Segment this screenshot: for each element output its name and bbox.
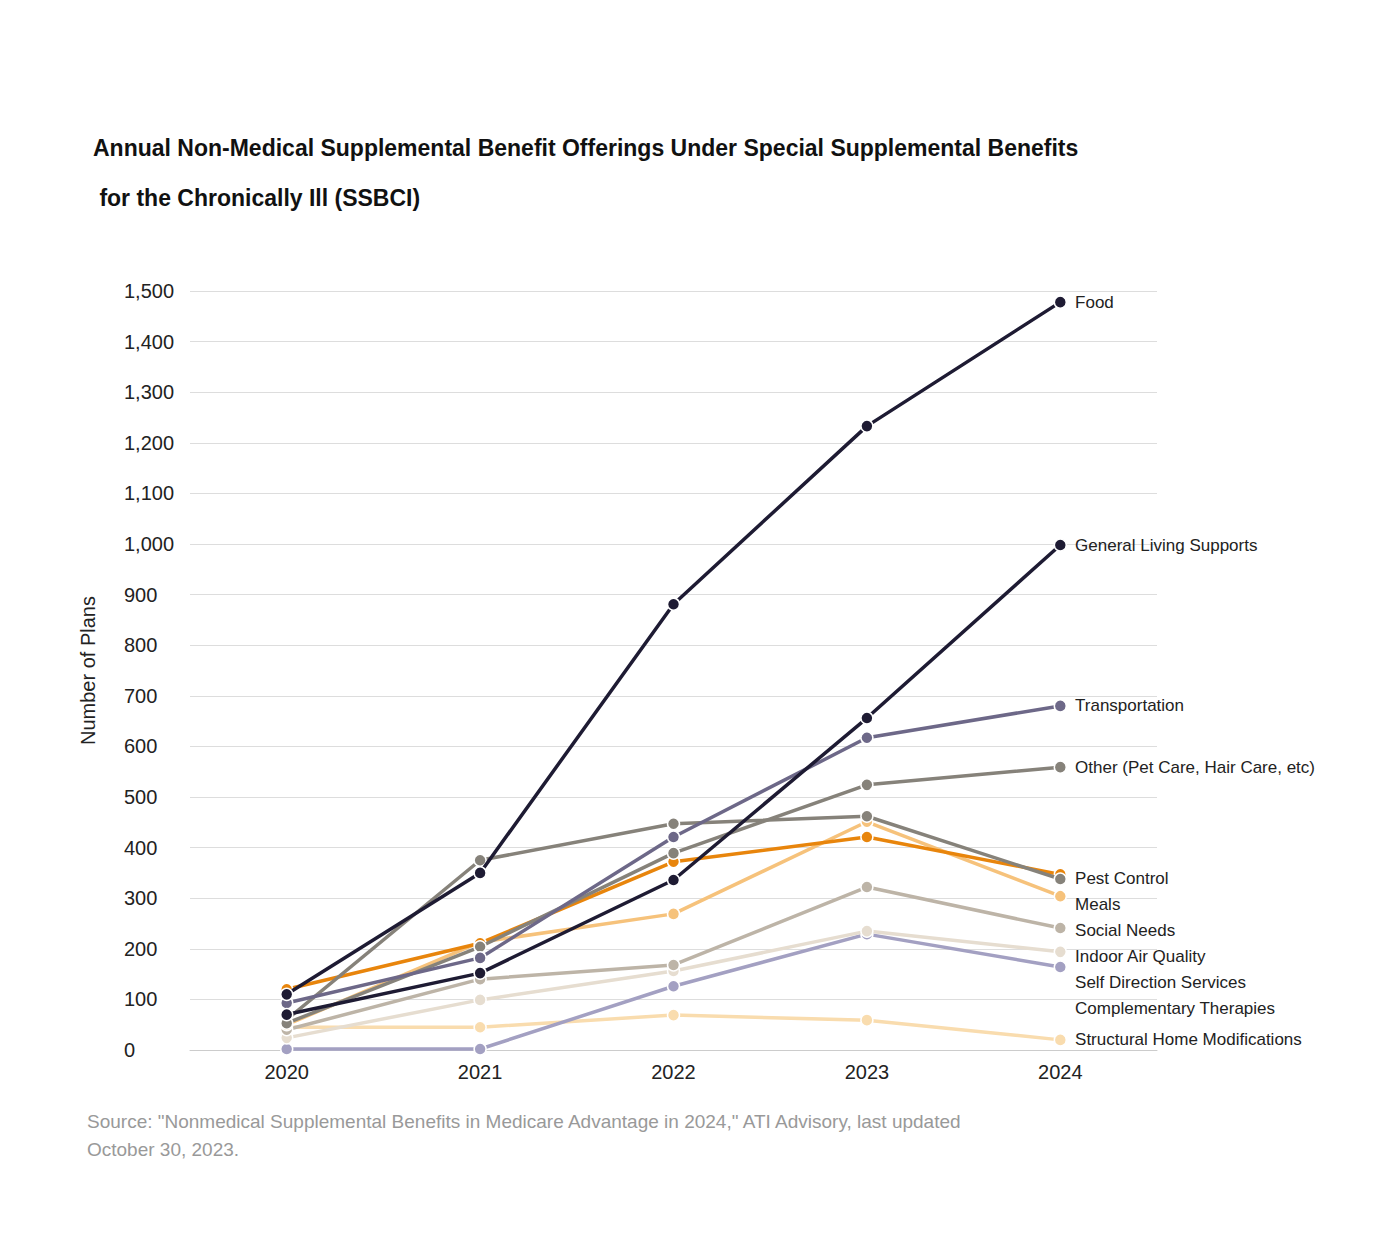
svg-text:Self Direction Services: Self Direction Services [1075, 973, 1246, 992]
svg-text:1,500: 1,500 [124, 280, 174, 302]
svg-text:1,400: 1,400 [124, 331, 174, 353]
svg-text:Food: Food [1075, 293, 1114, 312]
svg-text:2024: 2024 [1038, 1061, 1083, 1083]
svg-text:600: 600 [124, 735, 157, 757]
svg-text:2020: 2020 [264, 1061, 309, 1083]
svg-text:Number of Plans: Number of Plans [77, 596, 99, 745]
svg-text:500: 500 [124, 786, 157, 808]
svg-text:Social Needs: Social Needs [1075, 921, 1175, 940]
svg-text:1,000: 1,000 [124, 533, 174, 555]
svg-text:200: 200 [124, 938, 157, 960]
svg-text:for the Chronically Ill (SSBCI: for the Chronically Ill (SSBCI) [93, 185, 420, 211]
svg-text:900: 900 [124, 584, 157, 606]
svg-text:Meals: Meals [1075, 895, 1120, 914]
svg-text:700: 700 [124, 685, 157, 707]
svg-text:1,300: 1,300 [124, 381, 174, 403]
svg-text:Transportation: Transportation [1075, 696, 1184, 715]
svg-text:Annual Non-Medical Supplementa: Annual Non-Medical Supplemental Benefit … [93, 135, 1078, 161]
svg-text:Structural Home Modifications: Structural Home Modifications [1075, 1030, 1302, 1049]
svg-text:100: 100 [124, 988, 157, 1010]
svg-text:1,200: 1,200 [124, 432, 174, 454]
svg-text:Other (Pet Care, Hair Care, et: Other (Pet Care, Hair Care, etc) [1075, 758, 1315, 777]
svg-text:Pest Control: Pest Control [1075, 869, 1169, 888]
svg-text:800: 800 [124, 634, 157, 656]
svg-text:0: 0 [124, 1039, 135, 1061]
svg-text:Complementary Therapies: Complementary Therapies [1075, 999, 1275, 1018]
svg-text:Indoor Air Quality: Indoor Air Quality [1075, 947, 1206, 966]
svg-text:1,100: 1,100 [124, 482, 174, 504]
svg-text:400: 400 [124, 837, 157, 859]
svg-text:2021: 2021 [458, 1061, 503, 1083]
svg-text:Source: "Nonmedical Supplement: Source: "Nonmedical Supplemental Benefit… [87, 1111, 966, 1132]
svg-text:300: 300 [124, 887, 157, 909]
svg-text:October 30, 2023.: October 30, 2023. [87, 1139, 239, 1160]
svg-text:General Living Supports: General Living Supports [1075, 536, 1257, 555]
svg-text:2023: 2023 [845, 1061, 890, 1083]
svg-text:2022: 2022 [651, 1061, 696, 1083]
